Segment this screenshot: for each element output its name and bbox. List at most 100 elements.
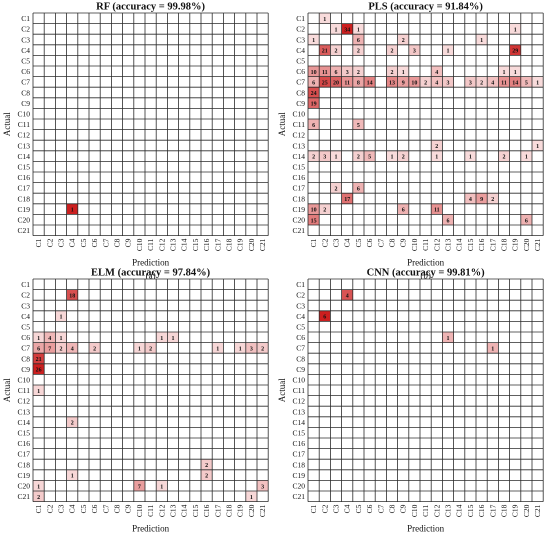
y-tick-label: C8 bbox=[296, 88, 305, 97]
y-tick-label: C16 bbox=[292, 173, 305, 182]
x-tick-label: C10 bbox=[410, 238, 419, 251]
cell-value-label: 2 bbox=[435, 144, 438, 150]
x-tick-label: C16 bbox=[477, 238, 486, 251]
cell-value-label: 6 bbox=[312, 81, 315, 87]
x-tick-label: C14 bbox=[180, 504, 189, 517]
y-tick-label: C1 bbox=[21, 14, 30, 23]
matrix-cell bbox=[308, 76, 320, 88]
matrix-cell bbox=[397, 150, 409, 162]
matrix-cell bbox=[487, 342, 499, 354]
cell-value-label: 1 bbox=[160, 484, 163, 490]
cell-value-label: 6 bbox=[402, 208, 405, 214]
x-tick-label: C6 bbox=[90, 238, 99, 247]
y-tick-label: C20 bbox=[17, 482, 30, 491]
y-tick-label: C7 bbox=[296, 78, 305, 87]
matrix-cell bbox=[397, 76, 409, 88]
x-tick-label: C10 bbox=[410, 504, 419, 517]
matrix-cell bbox=[464, 193, 476, 204]
matrix-cell bbox=[442, 44, 454, 56]
matrix-cell bbox=[167, 332, 179, 343]
matrix-cell bbox=[352, 119, 364, 130]
matrix-cell bbox=[156, 332, 168, 343]
x-tick-label: C17 bbox=[488, 238, 497, 251]
confusion-matrix-panel: CNN (accuracy = 99.81%)4611C1C2C3C4C5C6C… bbox=[277, 268, 544, 533]
x-tick-label: C13 bbox=[169, 238, 178, 251]
x-axis-label: Prediction bbox=[132, 258, 169, 268]
matrix-cell bbox=[464, 150, 476, 162]
y-tick-label: C4 bbox=[21, 46, 30, 55]
chart-title: CNN (accuracy = 99.81%) bbox=[367, 268, 485, 279]
x-tick-label: C11 bbox=[421, 238, 430, 250]
x-tick-label: C18 bbox=[225, 504, 234, 517]
cell-value-label: 6 bbox=[447, 218, 450, 224]
x-tick-label: C17 bbox=[213, 504, 222, 517]
y-tick-label: C10 bbox=[292, 110, 305, 119]
x-tick-label: C11 bbox=[146, 504, 155, 516]
x-axis-label: Prediction bbox=[407, 258, 444, 268]
x-tick-label: C16 bbox=[202, 238, 211, 251]
x-tick-label: C17 bbox=[213, 238, 222, 251]
x-tick-label: C16 bbox=[202, 504, 211, 517]
y-tick-label: C4 bbox=[296, 46, 305, 55]
matrix-cell bbox=[487, 193, 499, 204]
y-tick-label: C3 bbox=[296, 35, 305, 44]
matrix-background bbox=[33, 279, 269, 502]
matrix-cell bbox=[319, 203, 331, 215]
cell-value-label: 2 bbox=[335, 187, 338, 193]
cell-value-label: 2 bbox=[37, 495, 40, 501]
cell-value-label: 3 bbox=[447, 81, 450, 87]
cell-value-label: 1 bbox=[71, 208, 74, 214]
matrix-cell bbox=[364, 76, 376, 88]
x-tick-label: C1 bbox=[309, 238, 318, 247]
y-axis-label: Actual bbox=[2, 112, 12, 136]
x-tick-label: C12 bbox=[157, 504, 166, 517]
matrix-cell bbox=[431, 66, 443, 77]
x-tick-label: C4 bbox=[343, 504, 352, 513]
matrix-cell bbox=[66, 203, 78, 215]
matrix-cell bbox=[352, 66, 364, 77]
matrix-cell bbox=[330, 23, 342, 35]
y-tick-label: C18 bbox=[17, 460, 30, 469]
y-tick-label: C9 bbox=[21, 99, 30, 108]
cell-value-label: 2 bbox=[402, 38, 405, 44]
matrix-cell bbox=[397, 66, 409, 77]
cell-value-label: 1 bbox=[536, 144, 539, 150]
cell-value-label: 1 bbox=[335, 28, 338, 34]
matrix-cell bbox=[330, 182, 342, 194]
matrix-cell bbox=[442, 76, 454, 88]
matrix-cell bbox=[352, 44, 364, 56]
x-tick-label: C15 bbox=[466, 238, 475, 251]
matrix-cell bbox=[397, 34, 409, 45]
matrix-cell bbox=[352, 182, 364, 194]
matrix-cell bbox=[44, 332, 56, 343]
y-tick-label: C13 bbox=[17, 407, 30, 416]
x-tick-label: C16 bbox=[477, 504, 486, 517]
x-tick-label: C10 bbox=[135, 504, 144, 517]
cell-value-label: 1 bbox=[160, 336, 163, 342]
matrix-cell bbox=[33, 385, 45, 396]
cell-value-label: 1 bbox=[60, 315, 63, 321]
y-tick-label: C11 bbox=[293, 386, 305, 395]
y-tick-label: C7 bbox=[21, 78, 30, 87]
x-tick-label: C19 bbox=[236, 238, 245, 251]
matrix-cell bbox=[145, 342, 157, 354]
x-tick-label: C21 bbox=[533, 238, 542, 251]
cell-value-label: 24 bbox=[311, 91, 317, 97]
y-tick-label: C2 bbox=[296, 25, 305, 34]
x-tick-label: C9 bbox=[399, 504, 408, 513]
y-tick-label: C17 bbox=[17, 184, 30, 193]
y-tick-label: C14 bbox=[292, 418, 305, 427]
matrix-cell bbox=[330, 66, 342, 77]
y-tick-label: C11 bbox=[18, 120, 30, 129]
y-tick-label: C2 bbox=[21, 25, 30, 34]
x-tick-label: C6 bbox=[90, 504, 99, 513]
matrix-cell bbox=[133, 342, 145, 354]
cell-value-label: 11 bbox=[322, 70, 328, 76]
matrix-cell bbox=[509, 66, 521, 77]
y-tick-label: C1 bbox=[21, 280, 30, 289]
x-tick-label: C1 bbox=[34, 238, 43, 247]
x-tick-label: C9 bbox=[124, 238, 133, 247]
y-tick-label: C4 bbox=[21, 312, 30, 321]
x-tick-label: C3 bbox=[332, 238, 341, 247]
